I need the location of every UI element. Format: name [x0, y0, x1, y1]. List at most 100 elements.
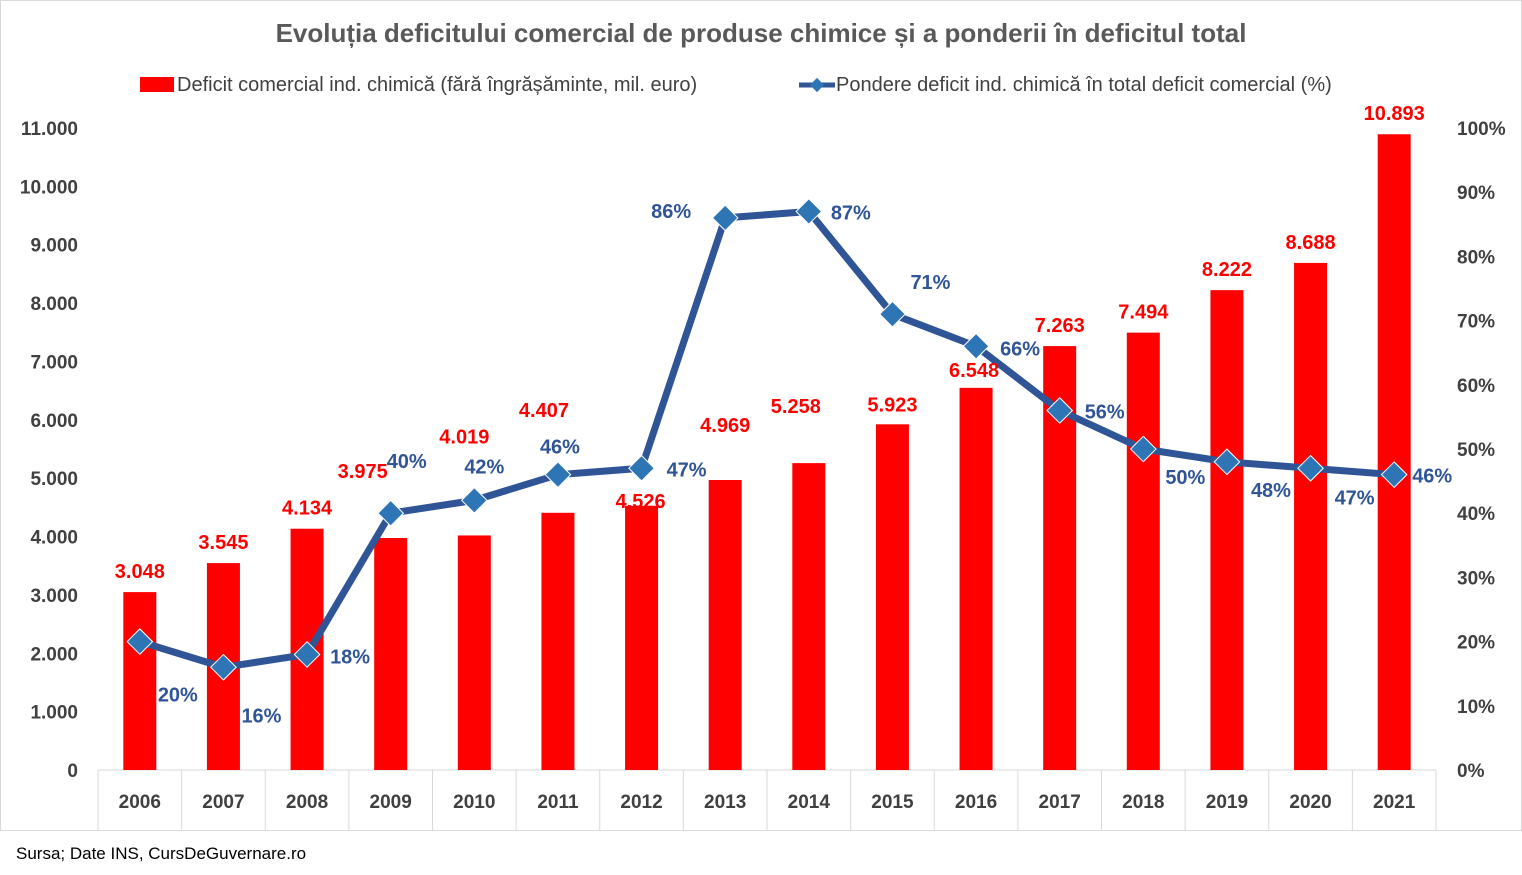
- y2-tick-label: 100%: [1457, 119, 1506, 140]
- bar-value-label: 4.526: [616, 491, 666, 513]
- legend-bar-label: Deficit comercial ind. chimică (fără îng…: [177, 74, 697, 96]
- bar: [1126, 332, 1160, 770]
- bar-value-label: 4.969: [700, 415, 750, 437]
- line-value-label: 46%: [540, 437, 580, 459]
- x-tick-label: 2012: [620, 792, 662, 813]
- bar: [959, 387, 993, 770]
- bars: [123, 134, 1411, 771]
- x-tick-label: 2010: [453, 792, 495, 813]
- x-tick-label: 2018: [1122, 792, 1164, 813]
- bar: [1377, 134, 1411, 771]
- y-tick-label: 10.000: [20, 177, 78, 198]
- bar-value-label: 7.263: [1035, 315, 1085, 337]
- y2-tick-label: 0%: [1457, 761, 1485, 782]
- x-tick-label: 2008: [286, 792, 328, 813]
- line-marker: [628, 454, 655, 482]
- line-marker: [377, 499, 405, 527]
- chart-title: Evoluția deficitului comercial de produs…: [276, 18, 1247, 48]
- line-value-label: 71%: [910, 272, 950, 294]
- bar: [374, 538, 408, 770]
- x-tick-label: 2015: [871, 792, 914, 813]
- x-tick-label: 2016: [955, 792, 997, 813]
- bar-value-label: 7.494: [1118, 302, 1169, 324]
- bar: [123, 592, 157, 770]
- line-value-label: 20%: [158, 685, 198, 707]
- bar-value-label: 5.923: [867, 394, 917, 416]
- line-marker: [126, 628, 154, 656]
- y2-tick-label: 60%: [1457, 376, 1495, 397]
- y2-tick-label: 10%: [1457, 697, 1495, 718]
- line-value-label: 42%: [464, 456, 504, 478]
- bar-value-label: 6.548: [949, 360, 999, 382]
- line-value-label: 50%: [1165, 467, 1205, 489]
- bar-value-label: 4.407: [519, 400, 569, 422]
- line-marker: [1129, 435, 1157, 463]
- x-tick-label: 2006: [119, 792, 161, 813]
- bar-value-label: 8.688: [1286, 232, 1336, 254]
- bar: [625, 505, 659, 770]
- line-value-label: 40%: [387, 451, 427, 473]
- y2-tick-label: 50%: [1457, 440, 1495, 461]
- line-marker: [1046, 397, 1074, 424]
- line-marker: [795, 198, 823, 225]
- line-value-label: 16%: [241, 705, 281, 727]
- bar: [875, 424, 909, 770]
- line-path: [136, 207, 1398, 671]
- bar-value-label: 4.134: [282, 498, 333, 520]
- y2-tick-label: 20%: [1457, 633, 1495, 654]
- bar-value-label: 3.048: [115, 561, 165, 583]
- bar: [792, 463, 826, 770]
- y-tick-label: 5.000: [30, 469, 78, 490]
- line-value-label: 66%: [1000, 338, 1040, 360]
- line-series: [126, 198, 1408, 681]
- y2-tick-label: 30%: [1457, 568, 1495, 589]
- legend-line-label: Pondere deficit ind. chimică în total de…: [836, 74, 1332, 96]
- line-value-label: 46%: [1412, 466, 1452, 488]
- bar-value-label: 4.019: [439, 426, 489, 448]
- bar: [708, 479, 742, 770]
- line-marker: [210, 653, 237, 681]
- x-tick-label: 2019: [1206, 792, 1248, 813]
- x-tick-label: 2014: [788, 792, 831, 813]
- x-tick-label: 2007: [202, 792, 244, 813]
- line-marker: [962, 332, 990, 360]
- y-tick-label: 4.000: [30, 528, 78, 549]
- legend: Deficit comercial ind. chimică (fără îng…: [140, 74, 1332, 96]
- bar: [1210, 290, 1244, 770]
- y-tick-label: 0: [67, 761, 78, 782]
- y-tick-label: 8.000: [30, 294, 78, 315]
- line-marker: [1380, 461, 1408, 489]
- y-tick-label: 6.000: [30, 411, 78, 432]
- line-marker: [460, 486, 488, 514]
- legend-line-marker: [809, 77, 825, 93]
- y-tick-label: 3.000: [30, 586, 78, 607]
- bar: [1294, 262, 1328, 770]
- x-tick-label: 2020: [1289, 792, 1331, 813]
- line-value-label: 47%: [1335, 487, 1375, 509]
- y2-tick-label: 70%: [1457, 312, 1495, 333]
- line-marker: [293, 641, 321, 668]
- line-value-label: 18%: [330, 646, 370, 668]
- line-marker: [1213, 448, 1241, 476]
- bar-value-label: 8.222: [1202, 259, 1252, 281]
- line-value-label: 47%: [667, 459, 707, 481]
- y2-tick-label: 90%: [1457, 183, 1495, 204]
- line-value-label: 87%: [831, 202, 871, 224]
- x-tick-label: 2017: [1039, 792, 1081, 813]
- line-marker: [1297, 454, 1324, 482]
- y-tick-label: 1.000: [30, 703, 78, 724]
- line-marker: [544, 461, 572, 489]
- source-note: Sursa; Date INS, CursDeGuvernare.ro: [16, 844, 307, 863]
- bar-value-label: 10.893: [1364, 103, 1425, 125]
- y-tick-label: 9.000: [30, 236, 78, 257]
- bar-value-label: 5.258: [771, 396, 821, 418]
- bar: [541, 512, 575, 770]
- x-tick-label: 2013: [704, 792, 746, 813]
- line-value-label: 86%: [651, 201, 691, 223]
- y2-tick-label: 40%: [1457, 504, 1495, 525]
- legend-bar-swatch: [140, 77, 174, 92]
- line-marker: [879, 300, 906, 328]
- line-value-label: 48%: [1251, 480, 1291, 502]
- axes: 0 1.000 2.000 3.000 4.000 5.000 6.000 7.000 8.00…: [20, 119, 1506, 830]
